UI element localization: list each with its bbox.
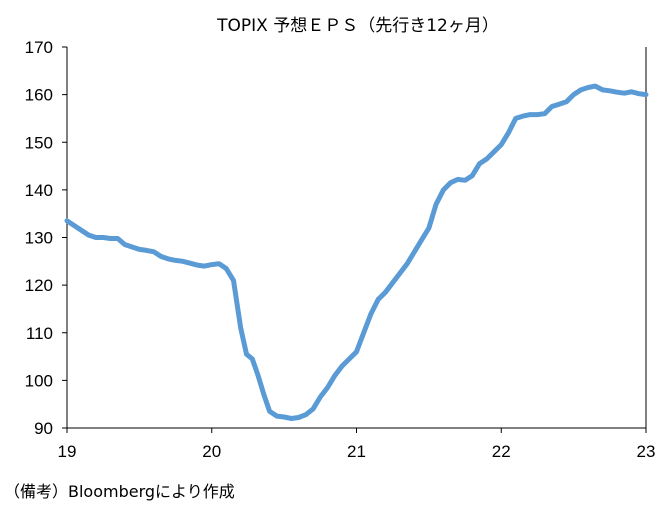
y-axis: 90 100 110 120 130 140 150 160 170 bbox=[25, 38, 67, 438]
source-note: （備考）Bloombergにより作成 bbox=[4, 482, 235, 501]
x-tick-label: 19 bbox=[58, 442, 77, 461]
x-tick-label: 20 bbox=[202, 442, 221, 461]
series-line-eps bbox=[64, 83, 649, 421]
y-tick-label: 140 bbox=[25, 181, 53, 200]
y-tick-label: 150 bbox=[25, 133, 53, 152]
x-axis: 19 20 21 22 23 bbox=[58, 428, 656, 461]
y-tick-label: 90 bbox=[34, 419, 53, 438]
x-tick-label: 21 bbox=[347, 442, 366, 461]
x-tick-label: 22 bbox=[492, 442, 511, 461]
series-layer bbox=[64, 83, 649, 421]
y-tick-label: 170 bbox=[25, 38, 53, 57]
x-tick-label: 23 bbox=[637, 442, 656, 461]
y-tick-label: 110 bbox=[26, 324, 53, 343]
y-tick-label: 130 bbox=[25, 229, 53, 248]
y-tick-label: 120 bbox=[25, 276, 53, 295]
y-tick-label: 160 bbox=[25, 86, 53, 105]
y-tick-label: 100 bbox=[25, 371, 53, 390]
chart-title: TOPIX 予想ＥＰＳ（先行き12ヶ月） bbox=[216, 16, 499, 36]
